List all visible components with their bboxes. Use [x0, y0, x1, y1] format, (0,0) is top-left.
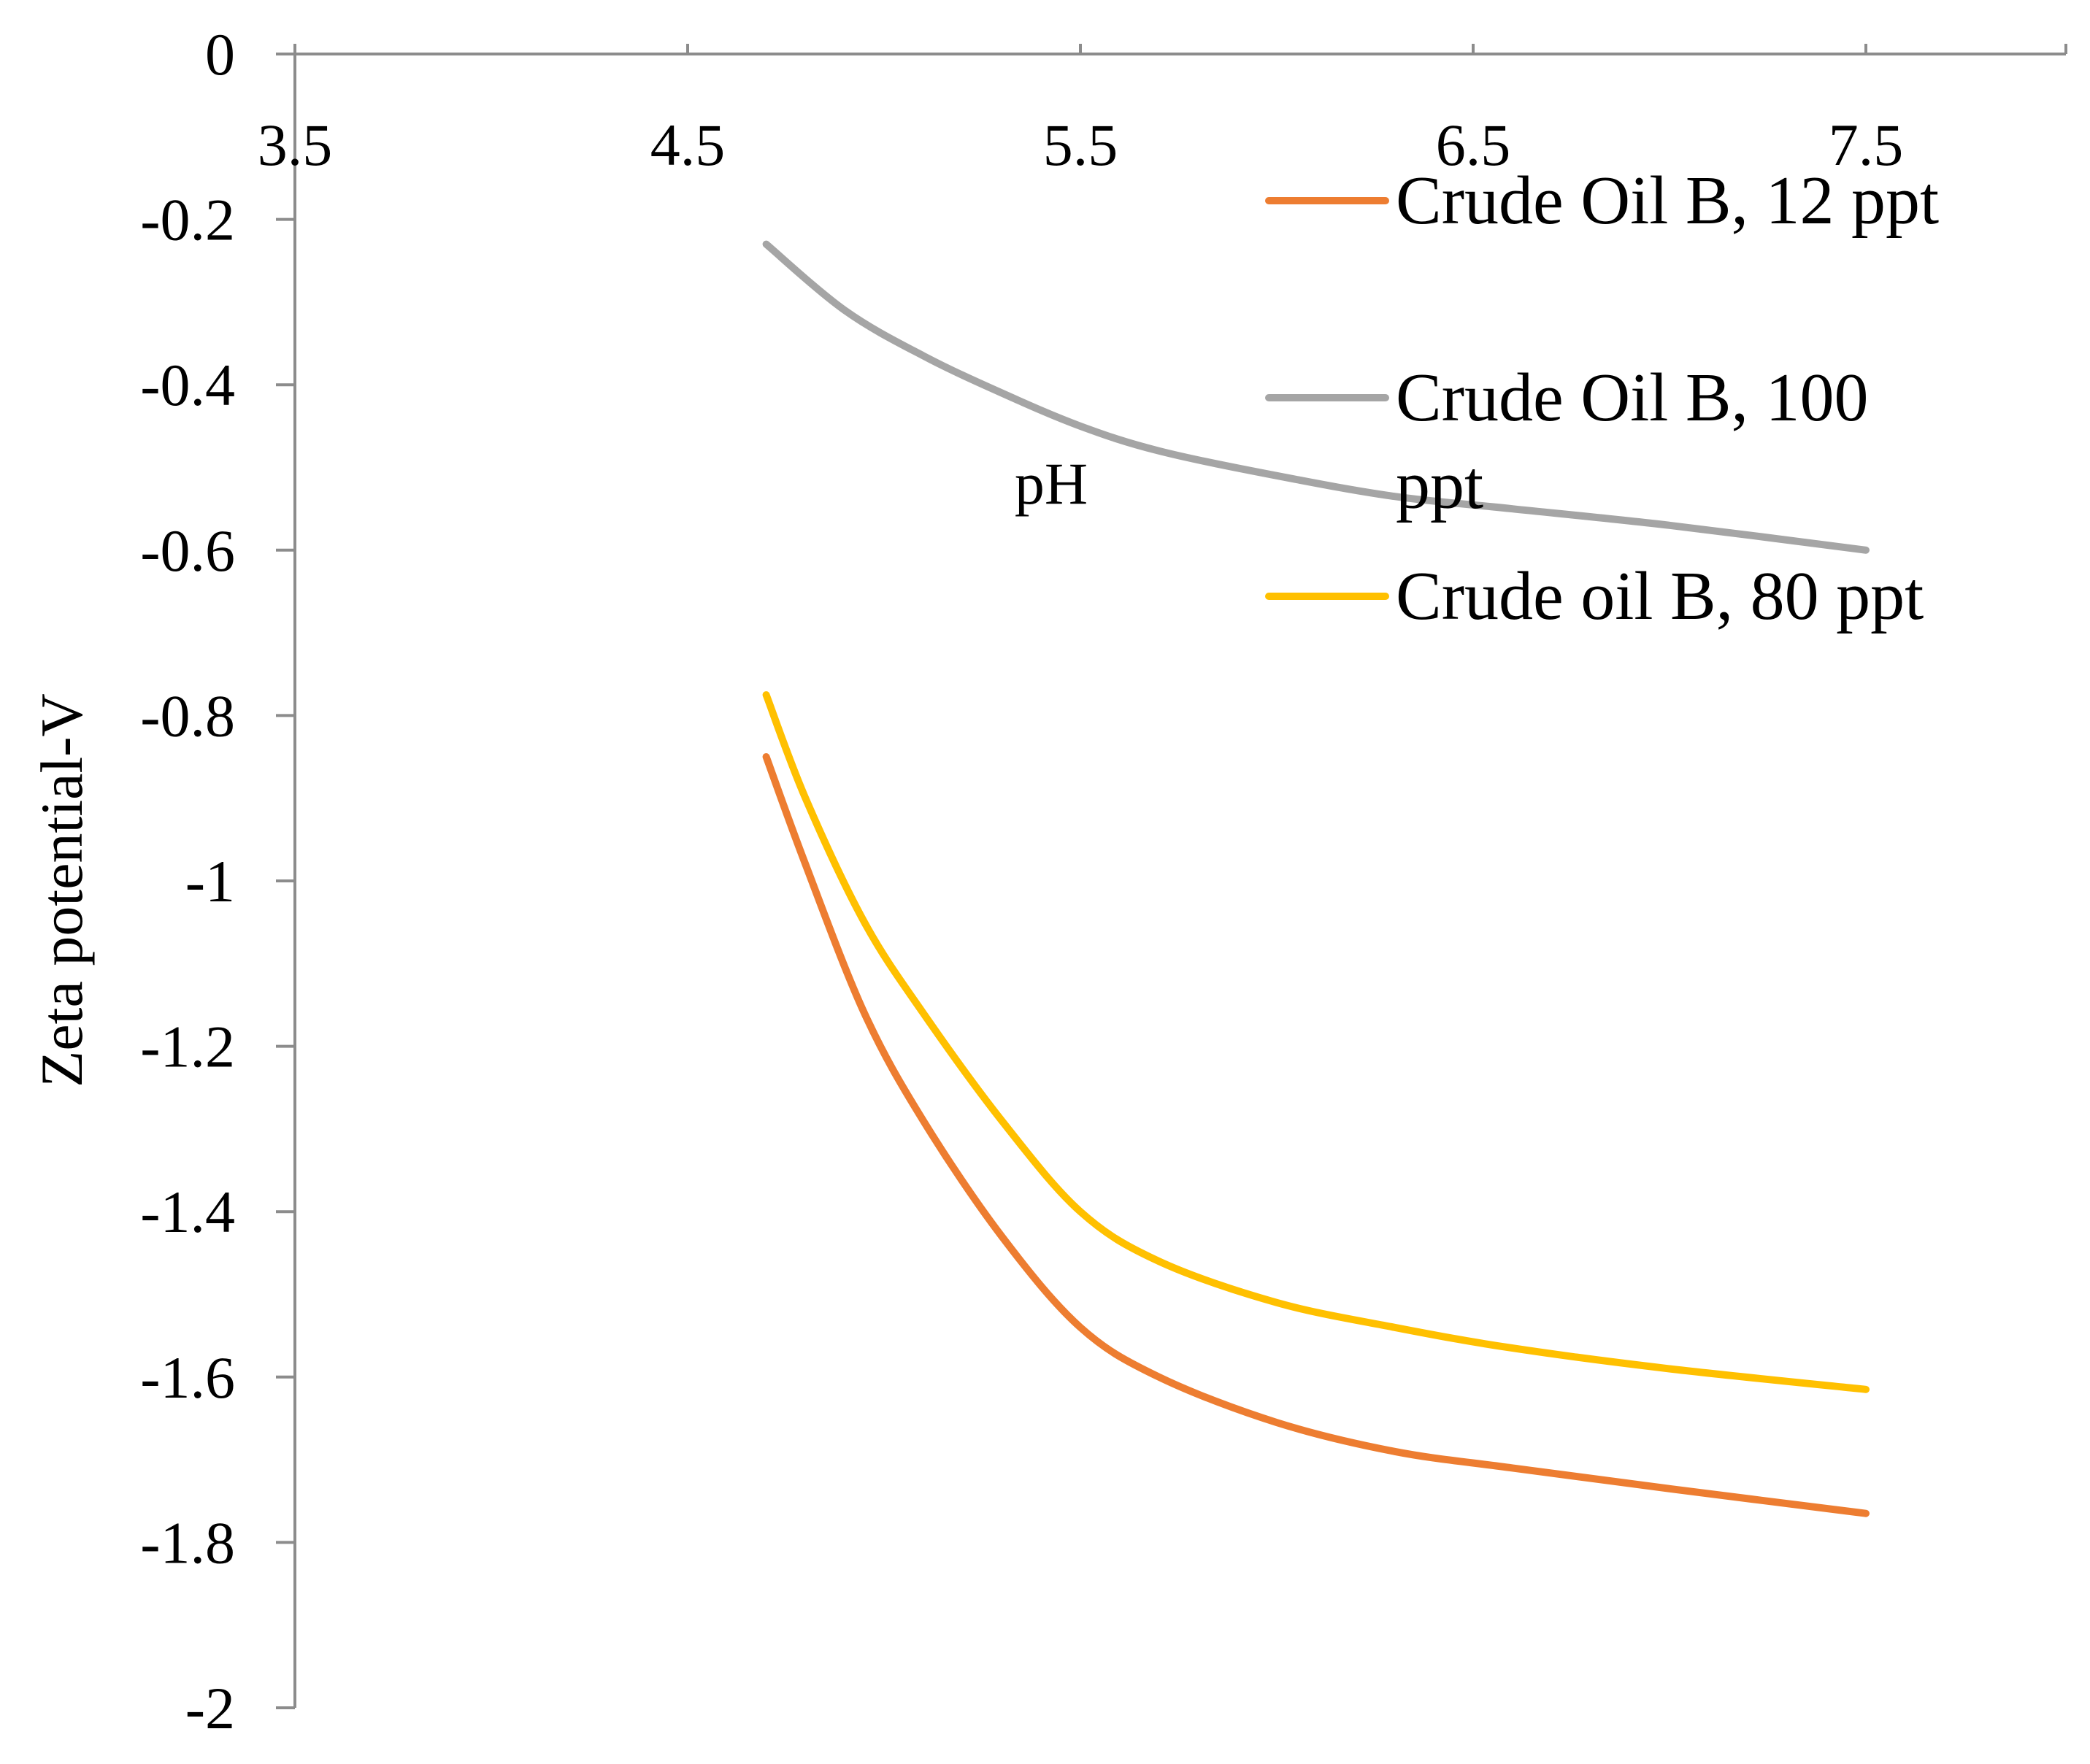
legend-item-80-ppt: Crude oil B, 80 ppt [1265, 558, 1924, 634]
x-tick-label: 6.5 [1436, 112, 1511, 178]
series-layer [762, 240, 1870, 1517]
legend-label: Crude Oil B, 12 ppt [1396, 163, 1939, 239]
y-tick-label: -0.6 [140, 517, 235, 584]
series-line-100-ppt [762, 240, 1870, 554]
legend-item-100-ppt: Crude Oil B, 100 ppt [1265, 360, 1869, 523]
y-axis-title: Zeta potential-V [28, 693, 95, 1087]
legend-item-12-ppt: Crude Oil B, 12 ppt [1265, 163, 1939, 239]
y-ticks: 0 -0.2 -0.4 -0.6 -0.8 -1 -1.2 -1.4 -1.6 -1.8 -2 [140, 21, 295, 1741]
y-tick-label: -0.8 [140, 682, 235, 749]
y-tick-label: -1.8 [140, 1509, 235, 1576]
y-tick-label: -1.2 [140, 1014, 235, 1080]
legend-label: Crude Oil B, 100 [1396, 360, 1869, 436]
x-ticks: 3.5 4.5 5.5 6.5 7.5 [258, 44, 2067, 178]
y-tick-label: 0 [205, 21, 235, 88]
series-line-80-ppt [762, 691, 1870, 1393]
x-tick-label: 3.5 [258, 112, 333, 178]
x-tick-label: 7.5 [1829, 112, 1904, 178]
legend-label: ppt [1396, 447, 1483, 523]
y-tick-label: -2 [185, 1675, 235, 1741]
y-tick-label: -0.4 [140, 352, 235, 418]
legend-label: Crude oil B, 80 ppt [1396, 558, 1924, 634]
y-tick-label: -1.4 [140, 1179, 235, 1245]
y-tick-label: -1 [185, 848, 235, 914]
y-tick-label: -0.2 [140, 187, 235, 253]
x-axis-title: pH [1015, 450, 1088, 517]
x-tick-label: 5.5 [1043, 112, 1118, 178]
axes: 3.5 4.5 5.5 6.5 7.5 0 -0.2 -0.4 -0.6 -0.8 -1 -1.2 -… [140, 21, 2067, 1741]
y-tick-label: -1.6 [140, 1344, 235, 1411]
series-line-12-ppt [762, 753, 1870, 1517]
x-tick-label: 4.5 [650, 112, 726, 178]
